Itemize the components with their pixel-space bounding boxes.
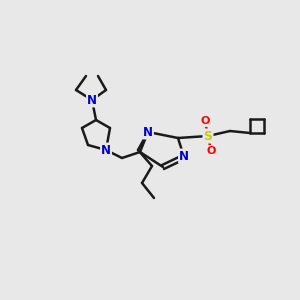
Text: N: N: [143, 125, 153, 139]
Text: N: N: [101, 143, 111, 157]
Text: O: O: [200, 116, 210, 126]
Text: O: O: [206, 146, 216, 156]
Text: N: N: [87, 94, 97, 106]
Text: S: S: [203, 130, 212, 142]
Text: N: N: [179, 149, 189, 163]
